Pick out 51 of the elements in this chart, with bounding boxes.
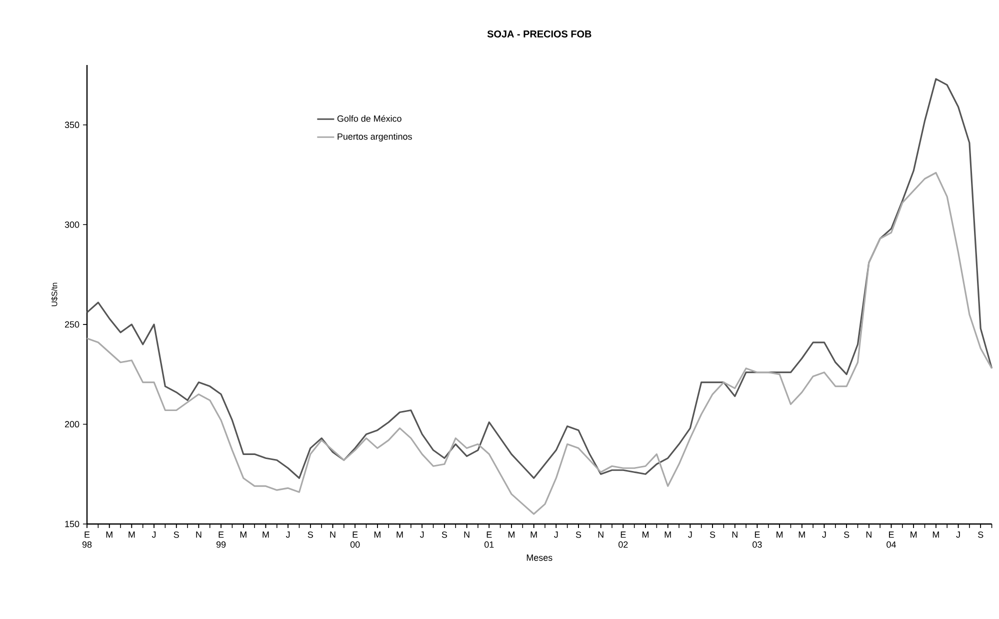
x-tick-label: J <box>554 532 558 538</box>
x-tick-label: M <box>128 532 135 538</box>
chart-title: SOJA - PRECIOS FOB <box>487 30 592 38</box>
x-tick-label: N <box>464 532 470 538</box>
x-tick-label: E 04 <box>886 532 896 548</box>
y-tick-label: 300 <box>64 221 80 228</box>
y-tick-label: 350 <box>64 122 80 128</box>
x-tick-label: M <box>776 532 783 538</box>
x-tick-label: S <box>174 532 179 538</box>
x-tick-label: M <box>530 532 537 538</box>
x-axis-title: Meses <box>526 554 552 561</box>
x-tick-label: S <box>442 532 448 538</box>
legend-label: Puertos argentinos <box>338 133 412 142</box>
x-tick-label: N <box>866 532 872 538</box>
x-tick-label: J <box>152 532 156 538</box>
x-tick-label: E 01 <box>484 532 494 548</box>
x-tick-label: M <box>396 532 403 538</box>
legend-label: Golfo de México <box>337 115 402 122</box>
x-tick-label: N <box>330 532 336 538</box>
x-tick-label: M <box>932 532 939 538</box>
x-tick-label: S <box>978 532 984 538</box>
x-tick-label: J <box>688 532 692 538</box>
y-tick-label: 200 <box>64 421 80 428</box>
y-tick-label: 250 <box>64 321 80 328</box>
x-tick-label: N <box>732 532 738 538</box>
x-tick-label: J <box>286 532 290 538</box>
x-tick-label: S <box>710 532 716 538</box>
x-tick-label: M <box>106 532 112 538</box>
x-tick-label: J <box>822 532 826 538</box>
x-tick-label: E 00 <box>350 532 360 548</box>
x-tick-label: M <box>664 532 671 538</box>
x-tick-label: E 03 <box>752 532 762 548</box>
x-tick-label: M <box>374 532 380 538</box>
x-tick-label: N <box>598 532 604 538</box>
x-tick-label: J <box>956 532 960 538</box>
x-tick-label: M <box>240 532 246 538</box>
x-tick-label: M <box>910 532 917 538</box>
x-tick-label: M <box>798 532 805 538</box>
x-tick-label: J <box>420 532 424 538</box>
line-series <box>86 172 993 515</box>
x-tick-label: E 02 <box>618 532 628 548</box>
x-tick-label: N <box>196 532 202 538</box>
x-tick-label: S <box>576 532 582 538</box>
x-tick-label: E 99 <box>216 532 226 548</box>
x-tick-label: S <box>308 532 313 538</box>
x-tick-label: S <box>844 532 850 538</box>
x-tick-label: M <box>262 532 269 538</box>
x-tick-label: M <box>642 532 649 538</box>
y-tick-label: 150 <box>65 520 80 528</box>
x-tick-label: M <box>508 532 514 538</box>
x-tick-label: E 98 <box>82 532 92 548</box>
